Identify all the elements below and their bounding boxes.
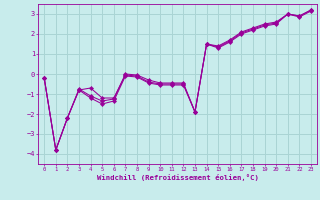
X-axis label: Windchill (Refroidissement éolien,°C): Windchill (Refroidissement éolien,°C) [97, 174, 259, 181]
